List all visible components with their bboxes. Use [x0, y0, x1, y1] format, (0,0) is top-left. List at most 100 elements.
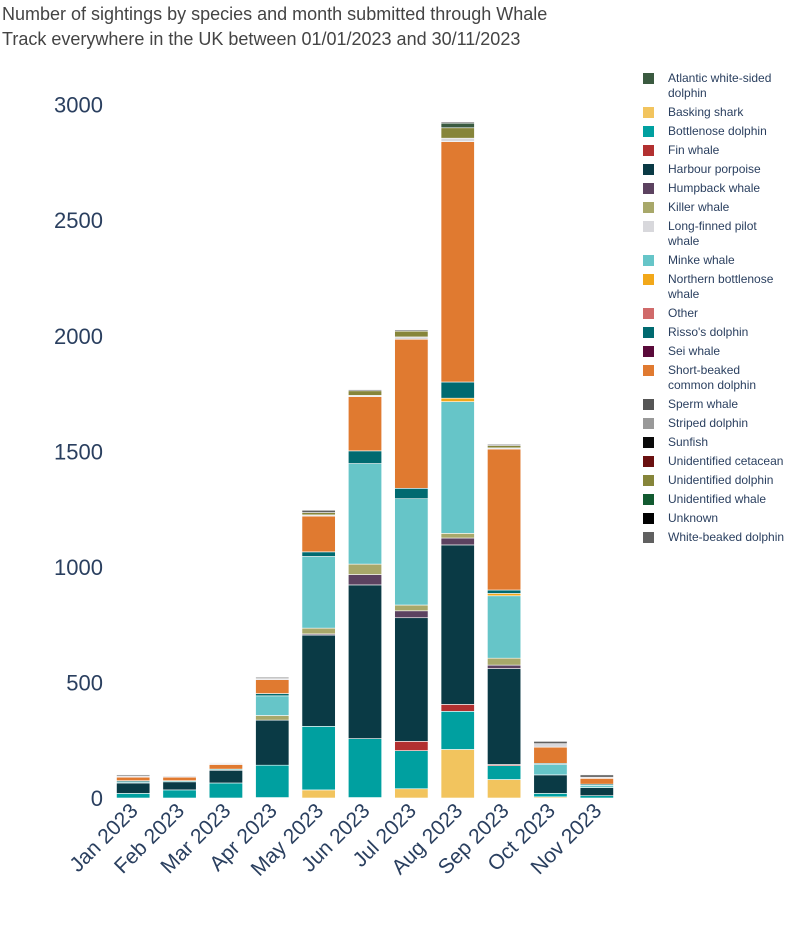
legend-item-harbour-porpoise[interactable]: Harbour porpoise	[643, 162, 761, 176]
bar-segment-bottlenose-dolphin	[440, 711, 475, 750]
legend-item-fin-whale[interactable]: Fin whale	[643, 143, 720, 157]
legend-swatch	[643, 145, 654, 156]
legend-label: Unidentified whale	[668, 492, 766, 506]
bar-segment-bottlenose-dolphin	[162, 789, 197, 799]
legend-swatch	[643, 183, 654, 194]
bar-segment-bottlenose-dolphin	[208, 782, 243, 799]
bar-segment-risso-s-dolphin	[440, 381, 475, 399]
bar-segment-killer-whale	[487, 657, 522, 666]
legend-label: Unknown	[668, 511, 718, 525]
bar-segment-minke-whale	[301, 556, 336, 629]
bar-stack-apr-2023	[255, 677, 290, 799]
legend-label: Long-finned pilot	[668, 219, 757, 233]
bar-segment-unidentified-dolphin	[487, 445, 522, 449]
legend-item-bottlenose-dolphin[interactable]: Bottlenose dolphin	[643, 124, 767, 138]
bar-stack-jul-2023	[394, 329, 429, 799]
bar-segment-bottlenose-dolphin	[348, 738, 382, 798]
legend-item-humpback-whale[interactable]: Humpback whale	[643, 181, 760, 195]
legend-label: Unidentified cetacean	[668, 454, 783, 468]
legend-swatch	[643, 73, 654, 84]
bar-segment-minke-whale	[394, 498, 429, 606]
legend-item-minke-whale[interactable]: Minke whale	[643, 253, 735, 267]
bar-segment-harbour-porpoise	[440, 544, 475, 705]
legend-swatch	[643, 456, 654, 467]
bar-segment-minke-whale	[440, 401, 475, 534]
bar-segment-risso-s-dolphin	[487, 589, 522, 594]
bar-segment-white-beaked-dolphin	[116, 774, 151, 777]
bar-segment-harbour-porpoise	[255, 719, 290, 766]
chart-title: Number of sightings by species and month…	[2, 2, 612, 52]
legend-swatch	[643, 164, 654, 175]
legend-swatch	[643, 327, 654, 338]
bar-segment-risso-s-dolphin	[348, 450, 382, 464]
legend-item-sunfish[interactable]: Sunfish	[643, 435, 708, 449]
bar-segment-white-beaked-dolphin	[348, 389, 382, 392]
bar-segment-killer-whale	[255, 715, 290, 721]
legend-swatch	[643, 418, 654, 429]
bar-stack-may-2023	[301, 509, 336, 799]
legend-label: Sei whale	[668, 344, 720, 358]
legend-label: dolphin	[668, 86, 707, 100]
bar-segment-bottlenose-dolphin	[394, 750, 429, 790]
bar-segment-long-finned-pilot-whale	[440, 137, 475, 142]
legend-item-atlantic-white-sided-dolphin[interactable]: Atlantic white-sided dolphin	[643, 71, 771, 100]
bar-segment-bottlenose-dolphin	[579, 795, 614, 799]
bar-segment-humpback-whale	[348, 574, 382, 586]
bar-segment-killer-whale	[440, 533, 475, 539]
legend-label: Minke whale	[668, 253, 735, 267]
bar-stack-oct-2023	[533, 741, 568, 799]
legend-swatch	[643, 532, 654, 543]
legend-swatch	[643, 221, 654, 232]
legend-swatch	[643, 255, 654, 266]
legend-item-northern-bottlenose-whale[interactable]: Northern bottlenose whale	[643, 272, 774, 301]
bar-segment-risso-s-dolphin	[255, 693, 290, 697]
legend-label: Short-beaked	[668, 363, 740, 377]
bar-segment-minke-whale	[255, 695, 290, 716]
legend-item-unknown[interactable]: Unknown	[643, 511, 718, 525]
bar-segment-risso-s-dolphin	[394, 488, 429, 500]
legend-label: Humpback whale	[668, 181, 760, 195]
legend-item-unidentified-whale[interactable]: Unidentified whale	[643, 492, 766, 506]
legend-item-other[interactable]: Other	[643, 306, 698, 320]
bar-segment-white-beaked-dolphin	[579, 774, 614, 778]
bar-segment-killer-whale	[301, 627, 336, 635]
bar-stacks	[116, 121, 614, 799]
legend-item-unidentified-cetacean[interactable]: Unidentified cetacean	[643, 454, 783, 468]
legend-item-striped-dolphin[interactable]: Striped dolphin	[643, 416, 748, 430]
bar-segment-harbour-porpoise	[301, 634, 336, 727]
bar-segment-atlantic-white-sided-dolphin	[440, 122, 475, 129]
bar-segment-fin-whale	[394, 741, 429, 751]
bar-segment-unidentified-dolphin	[348, 390, 382, 396]
legend-item-white-beaked-dolphin[interactable]: White-beaked dolphin	[643, 530, 784, 544]
bar-segment-humpback-whale	[487, 664, 522, 669]
bar-segment-harbour-porpoise	[533, 774, 568, 794]
legend-item-short-beaked-common-dolphin[interactable]: Short-beaked common dolphin	[643, 363, 756, 392]
legend-item-long-finned-pilot-whale[interactable]: Long-finned pilot whale	[643, 219, 757, 248]
legend-label: common dolphin	[668, 378, 756, 392]
legend-item-sperm-whale[interactable]: Sperm whale	[643, 397, 738, 411]
legend-swatch	[643, 437, 654, 448]
y-tick-label: 3000	[54, 93, 103, 118]
legend-label: Striped dolphin	[668, 416, 748, 430]
legend-label: Risso's dolphin	[668, 325, 748, 339]
legend-swatch	[643, 107, 654, 118]
legend-item-unidentified-dolphin[interactable]: Unidentified dolphin	[643, 473, 773, 487]
legend-label: Bottlenose dolphin	[668, 124, 767, 138]
legend-label: whale	[667, 287, 700, 301]
legend-item-risso-s-dolphin[interactable]: Risso's dolphin	[643, 325, 748, 339]
bar-segment-white-beaked-dolphin	[394, 329, 429, 332]
bar-segment-white-beaked-dolphin	[255, 677, 290, 679]
bar-segment-harbour-porpoise	[162, 781, 197, 791]
legend-swatch	[643, 346, 654, 357]
legend-item-killer-whale[interactable]: Killer whale	[643, 200, 730, 214]
legend-item-sei-whale[interactable]: Sei whale	[643, 344, 720, 358]
bar-segment-short-beaked-common-dolphin	[394, 338, 429, 489]
legend-item-basking-shark[interactable]: Basking shark	[643, 105, 744, 119]
bar-segment-minke-whale	[348, 463, 382, 565]
bar-segment-long-finned-pilot-whale	[394, 336, 429, 340]
legend-label: whale	[667, 234, 700, 248]
legend-label: Sunfish	[668, 435, 708, 449]
legend-label: Northern bottlenose	[668, 272, 774, 286]
bar-segment-long-finned-pilot-whale	[533, 743, 568, 748]
